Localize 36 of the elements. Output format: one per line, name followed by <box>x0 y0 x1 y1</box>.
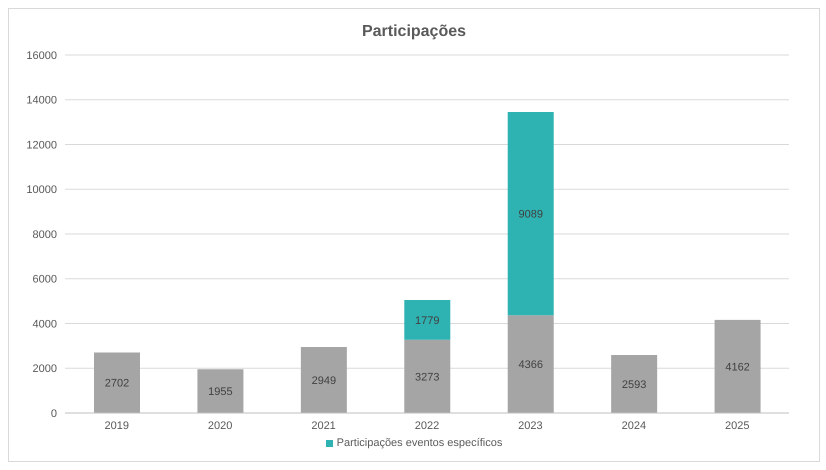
y-tick-label: 0 <box>50 408 57 420</box>
y-tick-label: 2000 <box>32 363 57 376</box>
y-tick-label: 14000 <box>26 94 57 107</box>
bar <box>508 112 554 316</box>
data-label: 1955 <box>208 386 233 398</box>
bar <box>714 320 761 413</box>
x-tick-label: 2020 <box>208 420 232 432</box>
bar <box>508 315 554 413</box>
data-label: 1779 <box>415 314 440 327</box>
bar <box>611 354 658 413</box>
x-tick-label: 2019 <box>104 420 129 432</box>
y-tick-label: 6000 <box>32 274 57 286</box>
data-label: 2949 <box>312 374 336 387</box>
data-label: 9089 <box>518 208 543 221</box>
bar <box>197 369 244 413</box>
bar <box>404 340 450 413</box>
y-tick-label: 4000 <box>32 318 57 330</box>
chart-title: Participações <box>360 22 468 42</box>
y-tick-label: 12000 <box>26 139 57 152</box>
y-tick-label: 10000 <box>26 184 57 196</box>
data-label: 2593 <box>622 378 646 391</box>
data-label: 3273 <box>415 371 440 384</box>
x-tick-label: 2022 <box>414 420 440 432</box>
bar <box>300 347 347 413</box>
data-label: 2702 <box>104 378 130 390</box>
x-tick-label: 2024 <box>622 420 646 432</box>
y-tick-label: 8000 <box>32 228 57 241</box>
bar <box>404 300 450 340</box>
data-label: 4162 <box>725 361 750 374</box>
x-tick-label: 2023 <box>518 420 543 432</box>
bar <box>94 352 140 413</box>
x-tick-label: 2021 <box>311 420 336 432</box>
y-tick-label: 16000 <box>26 50 57 62</box>
data-label: 4366 <box>518 359 543 372</box>
legend-label: Participações eventos específicos <box>336 437 502 449</box>
x-tick-label: 2025 <box>725 420 750 432</box>
